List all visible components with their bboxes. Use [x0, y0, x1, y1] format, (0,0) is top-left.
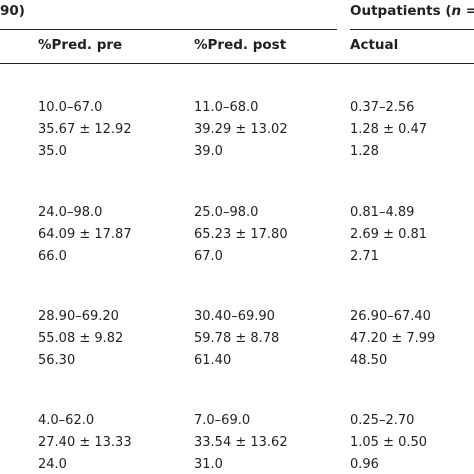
cell-pred-pre: 24.0–98.0 — [38, 205, 103, 220]
cell-pred-post: 33.54 ± 13.62 — [194, 435, 288, 450]
cell-pred-post: 65.23 ± 17.80 — [194, 227, 288, 242]
group-header-outpatients-n: n = — [451, 3, 474, 19]
cell-pred-pre: 56.30 — [38, 353, 76, 368]
cell-actual: 0.37–2.56 — [350, 100, 415, 115]
cell-actual: 2.71 — [350, 249, 379, 264]
header-rule — [0, 63, 474, 64]
column-header-pred-pre: %Pred. pre — [38, 37, 123, 53]
cell-pred-pre: 27.40 ± 13.33 — [38, 435, 132, 450]
cell-pred-post: 61.40 — [194, 353, 232, 368]
group-header-outpatients-label: Outpatients ( — [350, 3, 452, 19]
column-header-actual: Actual — [350, 37, 399, 53]
group-header-outpatients: Outpatients (n = — [350, 3, 474, 19]
cell-actual: 1.05 ± 0.50 — [350, 435, 428, 450]
cell-actual: 0.25–2.70 — [350, 413, 415, 428]
cell-actual: 0.96 — [350, 457, 379, 472]
cell-actual: 47.20 ± 7.99 — [350, 331, 436, 346]
cell-pred-post: 59.78 ± 8.78 — [194, 331, 280, 346]
cell-pred-post: 39.0 — [194, 144, 223, 159]
cell-actual: 26.90–67.40 — [350, 309, 431, 324]
cell-pred-pre: 64.09 ± 17.87 — [38, 227, 132, 242]
cell-pred-post: 7.0–69.0 — [194, 413, 251, 428]
cell-pred-post: 67.0 — [194, 249, 223, 264]
cell-pred-pre: 55.08 ± 9.82 — [38, 331, 124, 346]
cell-pred-post: 25.0–98.0 — [194, 205, 259, 220]
cell-pred-pre: 24.0 — [38, 457, 67, 472]
cell-pred-pre: 10.0–67.0 — [38, 100, 103, 115]
group-rule-left — [0, 29, 337, 30]
cell-pred-post: 30.40–69.90 — [194, 309, 275, 324]
cell-actual: 1.28 — [350, 144, 379, 159]
cell-pred-pre: 28.90–69.20 — [38, 309, 119, 324]
cell-actual: 0.81–4.89 — [350, 205, 415, 220]
cell-actual: 2.69 ± 0.81 — [350, 227, 428, 242]
cell-pred-post: 11.0–68.0 — [194, 100, 259, 115]
cell-actual: 48.50 — [350, 353, 388, 368]
group-header-left: 90) — [0, 3, 25, 19]
cell-pred-post: 39.29 ± 13.02 — [194, 122, 288, 137]
cell-pred-pre: 66.0 — [38, 249, 67, 264]
column-header-pred-post: %Pred. post — [194, 37, 287, 53]
cell-pred-pre: 4.0–62.0 — [38, 413, 95, 428]
cell-pred-post: 31.0 — [194, 457, 223, 472]
group-rule-right — [350, 29, 474, 30]
cell-pred-pre: 35.67 ± 12.92 — [38, 122, 132, 137]
cell-actual: 1.28 ± 0.47 — [350, 122, 428, 137]
cell-pred-pre: 35.0 — [38, 144, 67, 159]
